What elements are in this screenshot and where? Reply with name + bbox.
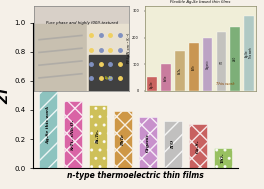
Text: TiO₂: TiO₂ (221, 153, 225, 163)
Bar (64, 101, 82, 168)
Y-axis label: ZT: ZT (0, 87, 11, 104)
Text: This work: This work (216, 82, 234, 87)
Text: Bi₂Te₃: Bi₂Te₃ (178, 67, 182, 74)
Text: Ga₂S₃: Ga₂S₃ (196, 139, 200, 153)
Text: ITO: ITO (219, 59, 223, 64)
Text: Ag₂Se: Ag₂Se (105, 76, 114, 80)
Bar (147, 77, 157, 91)
Bar (39, 81, 57, 168)
Text: Ag₂Se this work: Ag₂Se this work (46, 105, 50, 144)
Bar (214, 148, 232, 168)
Text: Organic: Organic (206, 59, 210, 69)
Text: ZnO: ZnO (233, 56, 237, 61)
Bar (230, 27, 240, 91)
Text: ITO: ITO (171, 140, 175, 149)
Text: Ag₂Se
This work: Ag₂Se This work (245, 48, 253, 60)
Y-axis label: PF (μW cm⁻¹ K⁻²): PF (μW cm⁻¹ K⁻²) (127, 33, 131, 63)
Bar (189, 43, 199, 91)
Text: Pure phase and highly (00l)-textured: Pure phase and highly (00l)-textured (46, 21, 118, 25)
Bar (89, 105, 107, 168)
Bar (175, 51, 185, 91)
Text: SrTi₁₋xNbₓO₃: SrTi₁₋xNbₓO₃ (71, 119, 75, 150)
Title: Flexible Ag₂Se based thin films: Flexible Ag₂Se based thin films (171, 0, 231, 4)
Text: Ag₂Se: Ag₂Se (150, 80, 154, 88)
Bar (216, 32, 226, 91)
Bar (189, 124, 207, 168)
Bar (244, 16, 254, 91)
Text: SnSe: SnSe (164, 74, 168, 81)
Bar (139, 117, 157, 168)
Bar (114, 112, 132, 168)
Bar (161, 64, 171, 91)
Text: PbTe: PbTe (192, 64, 196, 70)
X-axis label: n-type thermoelectric thin films: n-type thermoelectric thin films (67, 171, 204, 180)
Text: Bi₂Te₃: Bi₂Te₃ (96, 129, 100, 144)
Bar (203, 38, 213, 91)
Text: PbTe: PbTe (121, 134, 125, 146)
Bar (164, 121, 182, 168)
Text: Organic: Organic (146, 133, 150, 152)
